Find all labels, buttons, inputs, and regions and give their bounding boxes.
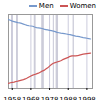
html-text:Men: Men	[38, 2, 54, 10]
svg-text:1988: 1988	[59, 96, 77, 100]
svg-text:1998: 1998	[78, 96, 96, 100]
svg-text:1958: 1958	[3, 96, 21, 100]
svg-text:1968: 1968	[22, 96, 40, 100]
svg-text:1978: 1978	[41, 96, 59, 100]
html-text:Women: Women	[69, 2, 96, 10]
